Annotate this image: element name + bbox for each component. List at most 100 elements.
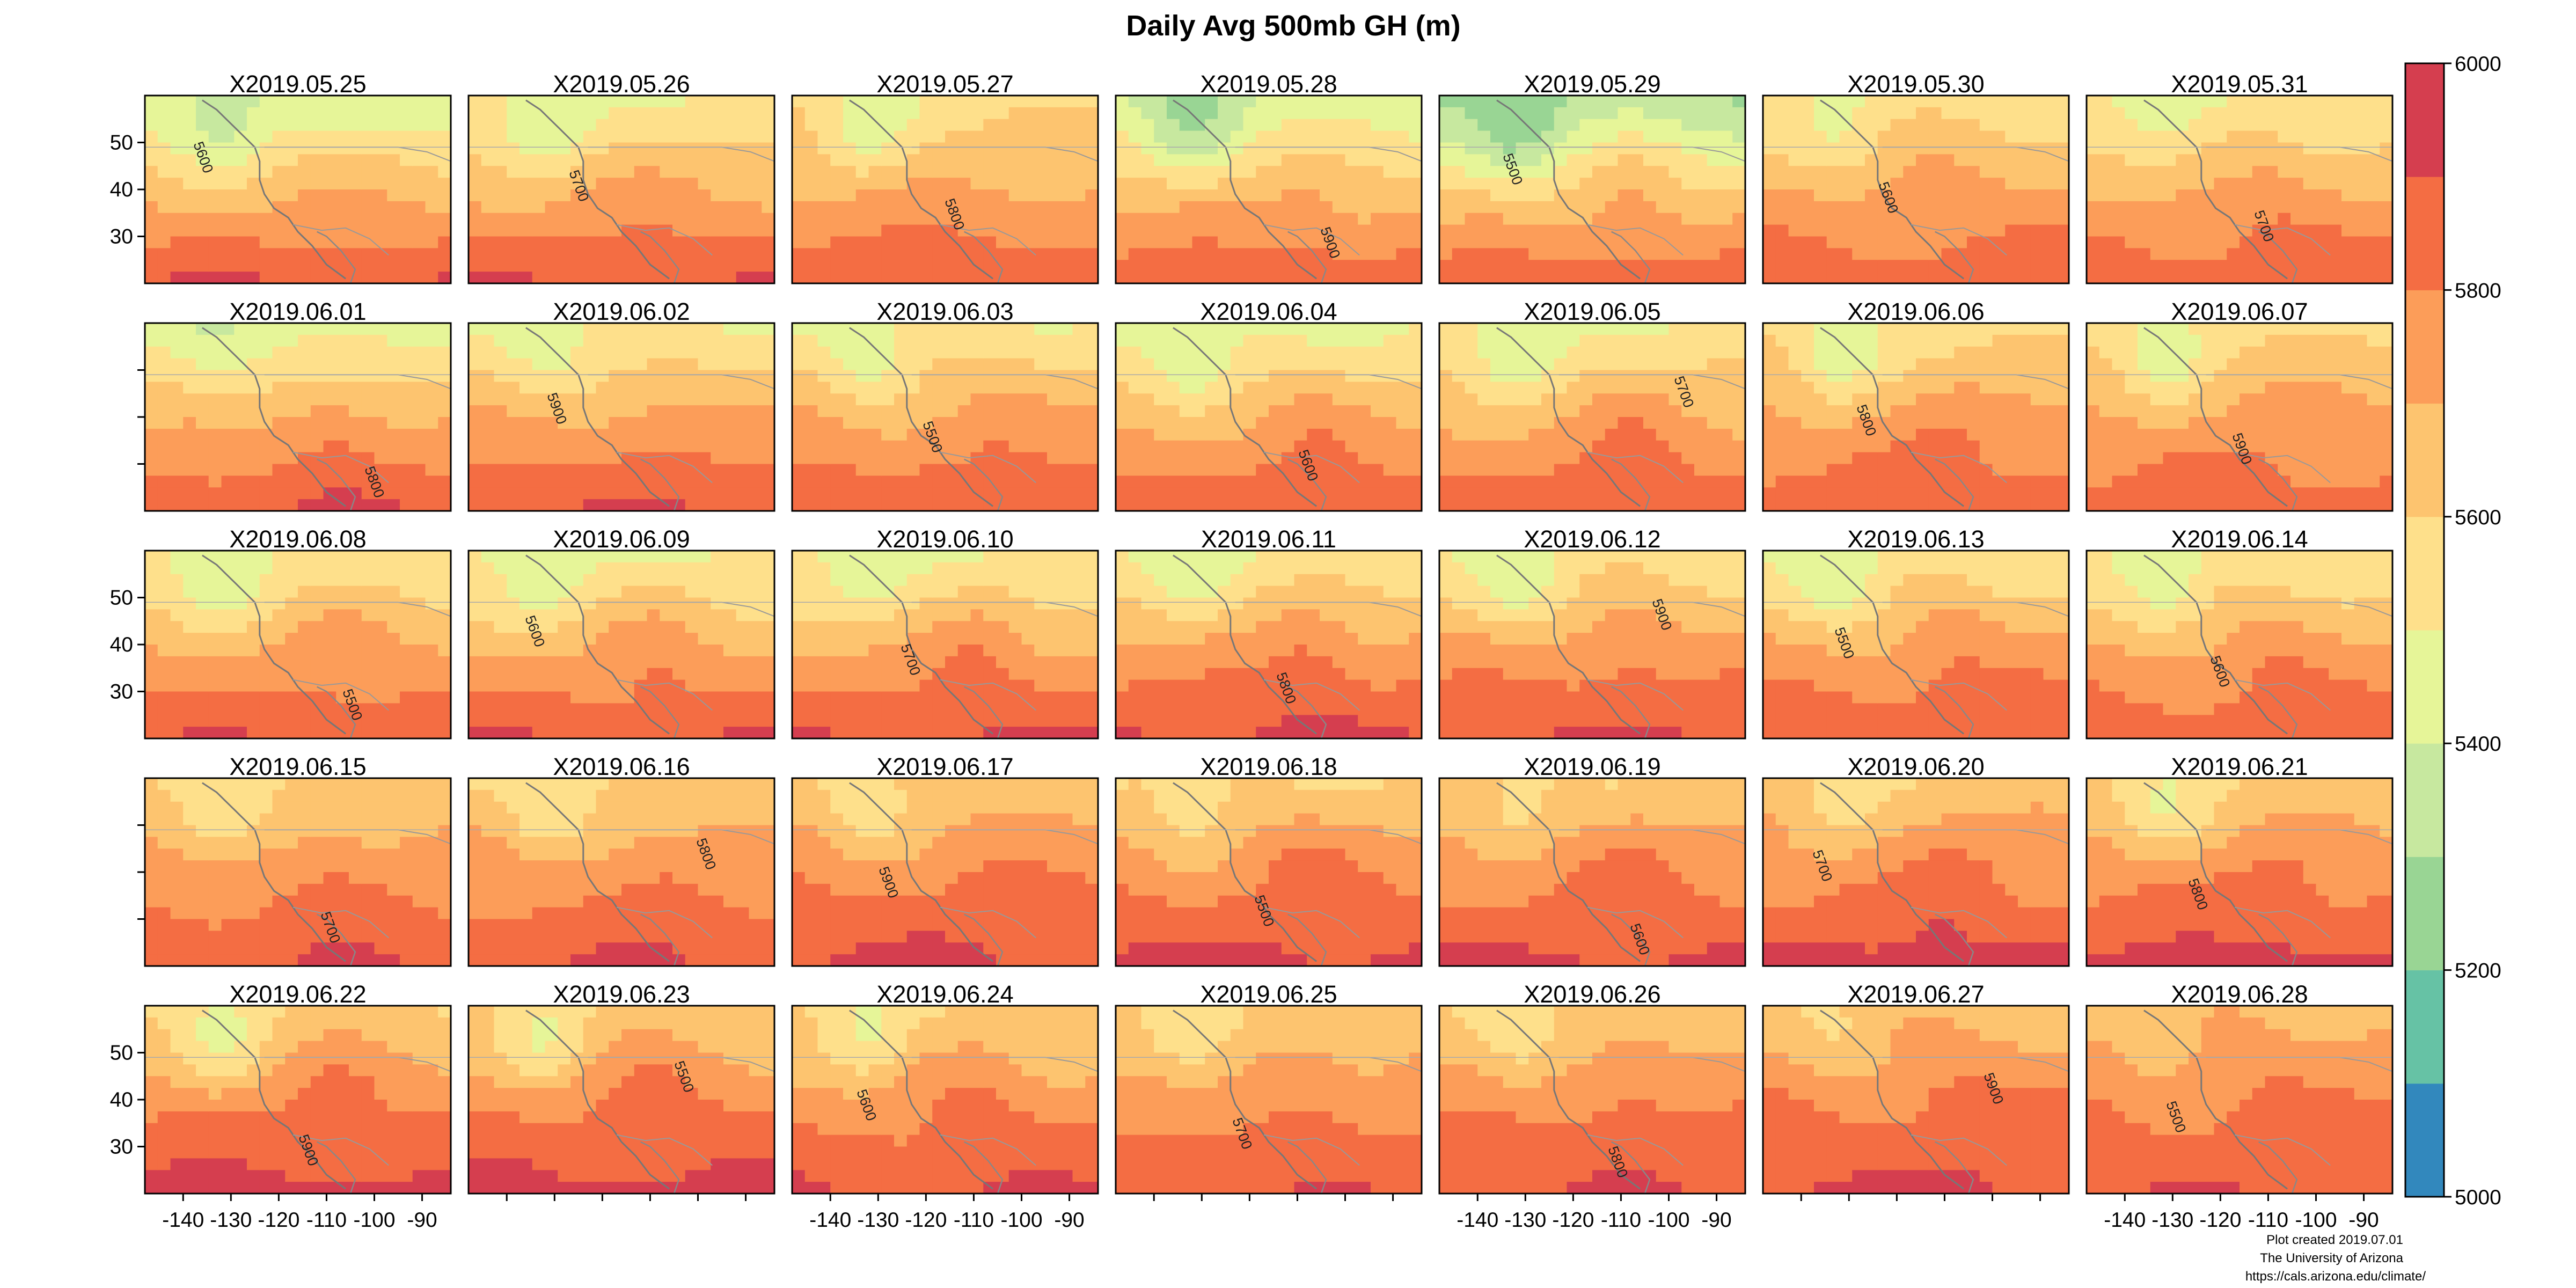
- field-cell: [145, 107, 158, 120]
- field-cell: [1979, 224, 1993, 237]
- field-cell: [1681, 487, 1695, 500]
- field-cell: [1269, 154, 1282, 167]
- field-cell: [1409, 346, 1422, 359]
- field-cell: [1085, 236, 1098, 249]
- field-cell: [1503, 213, 1517, 225]
- field-cell: [208, 370, 222, 383]
- field-cell: [221, 346, 235, 359]
- field-cell: [634, 358, 648, 371]
- field-cell: [2087, 96, 2100, 108]
- field-cell: [1503, 224, 1517, 237]
- field-cell: [2087, 272, 2100, 283]
- field-cell: [1877, 236, 1891, 249]
- field-cell: [685, 166, 699, 178]
- field-cell: [1383, 142, 1397, 155]
- field-cell: [894, 201, 908, 214]
- field-cell: [1903, 248, 1916, 261]
- field-cell: [736, 224, 750, 237]
- field-cell: [1763, 464, 1776, 477]
- field-cell: [1656, 166, 1670, 178]
- field-cell: [221, 334, 235, 347]
- field-cell: [2030, 166, 2044, 178]
- field-cell: [2163, 189, 2177, 202]
- field-cell: [2367, 142, 2381, 155]
- field-cell: [1345, 248, 1359, 261]
- field-cell: [412, 370, 426, 383]
- field-cell: [2278, 260, 2291, 272]
- field-cell: [361, 499, 375, 511]
- field-cell: [1605, 201, 1619, 214]
- field-cell: [2087, 260, 2100, 272]
- field-cell: [1592, 272, 1606, 283]
- field-cell: [285, 130, 298, 143]
- field-cell: [1839, 346, 1853, 359]
- field-cell: [1814, 405, 1827, 418]
- field-cell: [2354, 189, 2368, 202]
- field-cell: [1179, 130, 1193, 143]
- field-cell: [1307, 178, 1320, 190]
- field-cell: [843, 323, 857, 335]
- field-cell: [285, 107, 298, 120]
- field-cell: [1814, 236, 1827, 249]
- field-cell: [1681, 201, 1695, 214]
- field-cell: [425, 393, 439, 406]
- field-cell: [1801, 201, 1814, 214]
- field-cell: [621, 154, 635, 167]
- field-cell: [425, 452, 439, 465]
- field-cell: [1707, 358, 1721, 371]
- field-cell: [1528, 236, 1542, 249]
- field-cell: [2176, 142, 2189, 155]
- field-cell: [932, 405, 946, 418]
- panel-title: X2019.05.31: [2171, 70, 2308, 98]
- field-cell: [1154, 119, 1167, 131]
- field-cell: [1541, 178, 1555, 190]
- field-cell: [596, 189, 610, 202]
- field-cell: [2189, 130, 2202, 143]
- field-cell: [145, 201, 158, 214]
- field-cell: [1992, 178, 2006, 190]
- field-cell: [1477, 236, 1491, 249]
- field-cell: [855, 370, 869, 383]
- field-cell: [2329, 96, 2342, 108]
- field-cell: [609, 382, 622, 394]
- field-cell: [469, 107, 482, 120]
- field-cell: [1439, 154, 1453, 167]
- field-cell: [183, 370, 196, 383]
- field-cell: [234, 119, 247, 131]
- field-cell: [919, 154, 933, 167]
- field-cell: [1554, 248, 1568, 261]
- field-cell: [983, 96, 997, 108]
- field-cell: [412, 393, 426, 406]
- field-cell: [1516, 201, 1529, 214]
- field-cell: [2367, 154, 2381, 167]
- field-cell: [1681, 248, 1695, 261]
- field-cell: [1021, 358, 1035, 371]
- field-cell: [361, 166, 375, 178]
- field-cell: [157, 166, 171, 178]
- field-cell: [1928, 382, 1942, 394]
- field-cell: [1719, 142, 1733, 155]
- field-cell: [545, 393, 559, 406]
- field-cell: [1047, 358, 1060, 371]
- field-cell: [1788, 107, 1802, 120]
- field-cell: [1047, 405, 1060, 418]
- field-cell: [762, 323, 774, 335]
- field-cell: [1775, 272, 1789, 283]
- field-cell: [1694, 405, 1708, 418]
- field-cell: [272, 178, 286, 190]
- field-cell: [1732, 428, 1745, 441]
- field-cell: [1452, 452, 1466, 465]
- field-cell: [1179, 96, 1193, 108]
- field-cell: [1396, 464, 1410, 477]
- field-cell: [2303, 201, 2317, 214]
- field-cell: [855, 260, 869, 272]
- field-cell: [170, 272, 184, 283]
- field-cell: [792, 107, 806, 120]
- field-cell: [2150, 189, 2164, 202]
- field-cell: [2290, 166, 2304, 178]
- coastline: [202, 99, 346, 280]
- field-cell: [2252, 119, 2266, 131]
- field-cell: [1167, 224, 1180, 237]
- field-cell: [1439, 370, 1453, 383]
